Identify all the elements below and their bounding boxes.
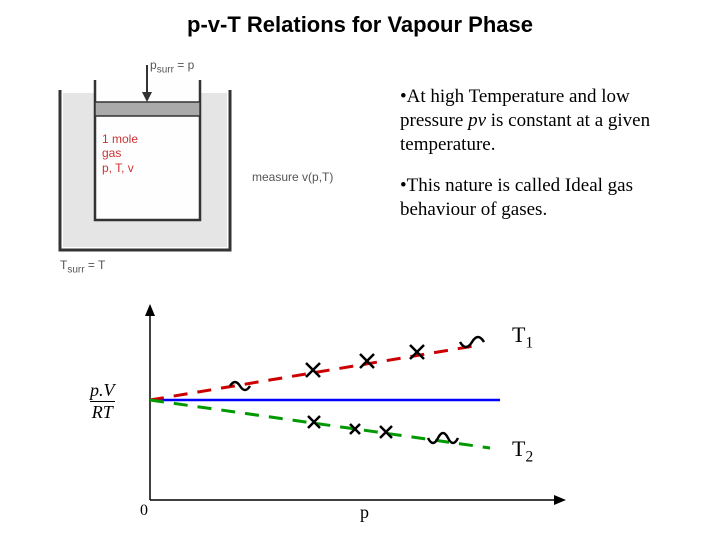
line-t2	[150, 400, 490, 448]
bullet-1-em: pv	[468, 110, 486, 131]
chart-svg	[60, 300, 580, 520]
t2-label: T2	[512, 436, 533, 466]
pv-chart: p.V RT 0 p T1 T2	[60, 300, 580, 520]
t1-label: T1	[512, 322, 533, 352]
bullet-area: •At high Temperature and low pressure pv…	[400, 85, 690, 240]
bullet-2: •This nature is called Ideal gas behavio…	[400, 174, 690, 222]
page-title: p-v-T Relations for Vapour Phase	[0, 12, 720, 38]
gas-label: 1 mole gas p, T, v	[102, 132, 138, 175]
y-label-num: p.V	[90, 380, 115, 402]
bullet-1: •At high Temperature and low pressure pv…	[400, 85, 690, 156]
measure-label: measure v(p,T)	[252, 170, 333, 184]
origin-label: 0	[140, 502, 148, 520]
apparatus-diagram: psurr = p 1 mole gas p, T, v measure v(p…	[40, 60, 370, 290]
piston	[95, 102, 200, 116]
x-axis-label: p	[360, 502, 369, 523]
scribble-red	[230, 337, 484, 390]
y-label-den: RT	[90, 402, 115, 423]
t-surr-label: Tsurr = T	[60, 258, 105, 276]
y-axis-label: p.V RT	[90, 380, 115, 423]
y-axis-arrow	[145, 304, 155, 316]
x-axis-arrow	[554, 495, 566, 505]
p-surr-label: psurr = p	[150, 58, 194, 76]
